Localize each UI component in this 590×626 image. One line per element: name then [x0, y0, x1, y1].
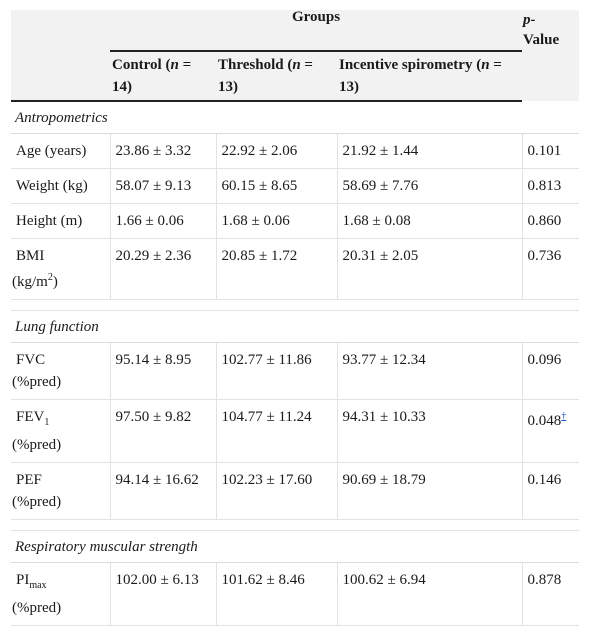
- row-label-sub: max: [29, 580, 47, 591]
- row-label-sup: 2: [47, 272, 53, 283]
- row-label: PImax (%pred): [11, 562, 111, 626]
- results-table-container: Groups p- Value Control (n = 14) Threshol…: [11, 10, 580, 626]
- table-row-pef: PEF (%pred) 94.14 ± 16.62 102.23 ± 17.60…: [11, 462, 580, 520]
- cell-p-value: 0.048: [527, 413, 562, 429]
- groups-label: Groups: [291, 9, 341, 25]
- cell-control: 58.07 ± 9.13: [110, 168, 217, 204]
- spacer-row: [11, 299, 580, 311]
- cell-threshold: 104.77 ± 11.24: [216, 399, 338, 463]
- row-label-sub: 1: [44, 417, 50, 428]
- row-label: FVC (%pred): [11, 342, 111, 400]
- cell-incentive: 1.68 ± 0.08: [337, 203, 523, 239]
- row-label: PEF (%pred): [11, 462, 111, 520]
- row-label-unit: (kg/m: [12, 274, 48, 290]
- col-header-incentive: Incentive spirometry (n = 13): [337, 50, 523, 102]
- cell-control: 102.00 ± 6.13: [110, 562, 217, 626]
- row-label-main: PI: [16, 572, 30, 588]
- header-empty-cell: [11, 10, 110, 51]
- table-row-fvc: FVC (%pred) 95.14 ± 8.95 102.77 ± 11.86 …: [11, 342, 580, 400]
- cell-incentive: 21.92 ± 1.44: [337, 133, 523, 169]
- cell-p: 0.101: [522, 133, 580, 169]
- cell-control: 97.50 ± 9.82: [110, 399, 217, 463]
- cell-control: 95.14 ± 8.95: [110, 342, 217, 400]
- table-row-age: Age (years) 23.86 ± 3.32 22.92 ± 2.06 21…: [11, 133, 580, 169]
- row-label-unit: (%pred): [12, 494, 62, 510]
- spacer-cell: [11, 299, 580, 311]
- cell-p: 0.048†: [522, 399, 580, 463]
- cell-threshold: 20.85 ± 1.72: [216, 238, 338, 300]
- col-header-control: Control (n = 14): [110, 50, 216, 102]
- p-value-header: p- Value: [522, 10, 579, 101]
- row-label-main: PEF: [16, 472, 42, 488]
- cell-incentive: 94.31 ± 10.33: [337, 399, 523, 463]
- cell-threshold: 101.62 ± 8.46: [216, 562, 338, 626]
- row-label-unit: (%pred): [12, 374, 62, 390]
- header-empty-cell-2: [11, 51, 110, 102]
- cell-control: 1.66 ± 0.06: [110, 203, 217, 239]
- section-label: Antropometrics: [11, 101, 580, 134]
- row-label-main: FEV: [16, 409, 45, 425]
- table-row-fev1: FEV1 (%pred) 97.50 ± 9.82 104.77 ± 11.24…: [11, 399, 580, 463]
- cell-incentive: 58.69 ± 7.76: [337, 168, 523, 204]
- cell-threshold: 1.68 ± 0.06: [216, 203, 338, 239]
- cell-threshold: 102.23 ± 17.60: [216, 462, 338, 520]
- table-row-pimax: PImax (%pred) 102.00 ± 6.13 101.62 ± 8.4…: [11, 562, 580, 626]
- row-label: Age (years): [11, 133, 111, 169]
- row-label: Weight (kg): [11, 168, 111, 204]
- header-row-columns: Control (n = 14) Threshold (n = 13) Incent…: [11, 50, 580, 102]
- cell-incentive: 93.77 ± 12.34: [337, 342, 523, 400]
- cell-incentive: 20.31 ± 2.05: [337, 238, 523, 300]
- cell-control: 20.29 ± 2.36: [110, 238, 217, 300]
- spacer-cell: [11, 519, 580, 531]
- row-label-main: FVC: [16, 352, 46, 368]
- cell-p: 0.096: [522, 342, 580, 400]
- cell-p: 0.736: [522, 238, 580, 300]
- results-table: Groups p- Value Control (n = 14) Threshol…: [11, 10, 580, 626]
- section-label: Lung function: [11, 310, 580, 343]
- row-label: FEV1 (%pred): [11, 399, 111, 463]
- section-antropometrics: Antropometrics: [11, 101, 580, 134]
- table-row-height: Height (m) 1.66 ± 0.06 1.68 ± 0.06 1.68 …: [11, 203, 580, 239]
- row-label-main: BMI: [16, 248, 45, 264]
- p-value-suffix: Value: [523, 32, 560, 48]
- row-label: Height (m): [11, 203, 111, 239]
- cell-control: 94.14 ± 16.62: [110, 462, 217, 520]
- cell-p: 0.878: [522, 562, 580, 626]
- cell-p: 0.146: [522, 462, 580, 520]
- footnote-dagger-link[interactable]: †: [561, 411, 567, 422]
- row-label: BMI (kg/m2): [11, 238, 111, 300]
- spacer-row: [11, 519, 580, 531]
- row-label-unit-close: ): [52, 274, 58, 290]
- col-header-threshold: Threshold (n = 13): [216, 50, 337, 102]
- row-label-unit: (%pred): [12, 437, 62, 453]
- cell-p: 0.860: [522, 203, 580, 239]
- cell-incentive: 100.62 ± 6.94: [337, 562, 523, 626]
- table-row-bmi: BMI (kg/m2) 20.29 ± 2.36 20.85 ± 1.72 20…: [11, 238, 580, 300]
- cell-threshold: 102.77 ± 11.86: [216, 342, 338, 400]
- cell-control: 23.86 ± 3.32: [110, 133, 217, 169]
- cell-threshold: 60.15 ± 8.65: [216, 168, 338, 204]
- row-label-unit: (%pred): [12, 600, 62, 616]
- cell-p: 0.813: [522, 168, 580, 204]
- cell-incentive: 90.69 ± 18.79: [337, 462, 523, 520]
- section-lung-function: Lung function: [11, 310, 580, 343]
- section-respiratory-strength: Respiratory muscular strength: [11, 530, 580, 563]
- header-row-groups: Groups p- Value: [11, 10, 580, 51]
- groups-header: Groups: [110, 10, 522, 51]
- cell-threshold: 22.92 ± 2.06: [216, 133, 338, 169]
- table-row-weight: Weight (kg) 58.07 ± 9.13 60.15 ± 8.65 58…: [11, 168, 580, 204]
- p-value-italic: p-: [523, 12, 536, 28]
- section-label: Respiratory muscular strength: [11, 530, 580, 563]
